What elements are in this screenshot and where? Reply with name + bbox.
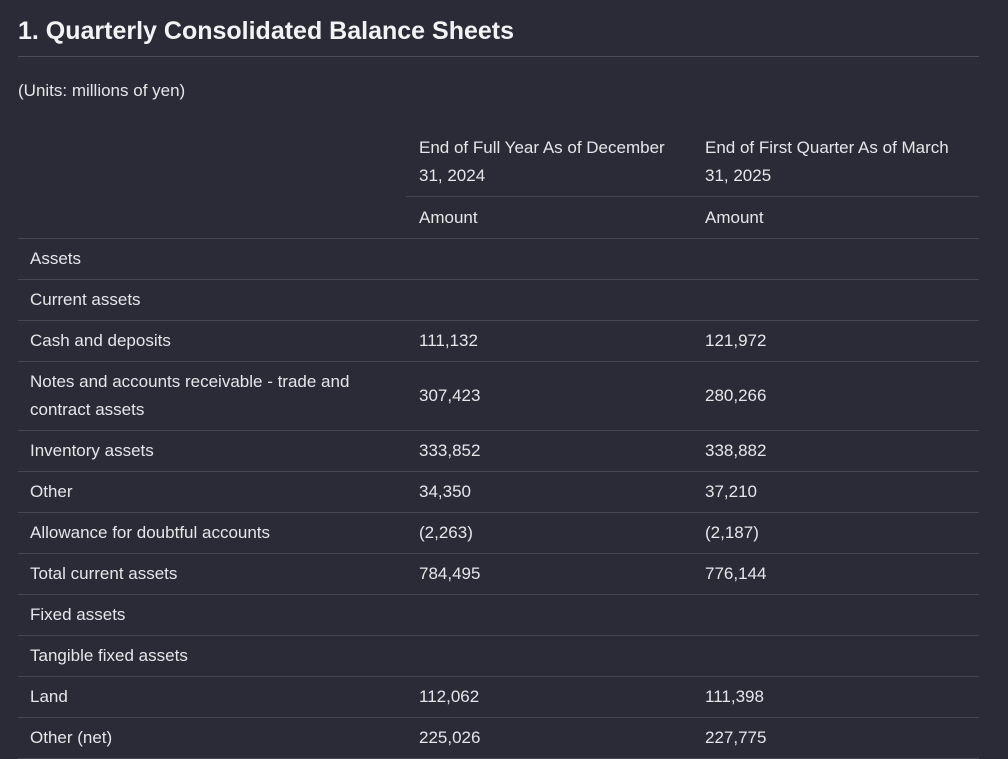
table-row: Other (net) 225,026 227,775 [18, 717, 979, 759]
row-label: Other (net) [18, 717, 406, 759]
row-value-2025: 37,210 [692, 471, 979, 513]
table-row: Cash and deposits 111,132 121,972 [18, 320, 979, 362]
header-blank [18, 128, 406, 197]
row-value-2024: 34,350 [406, 471, 692, 513]
row-value-2024 [406, 238, 692, 280]
table-row: Current assets [18, 279, 979, 321]
row-label: Tangible fixed assets [18, 635, 406, 677]
subheader-amount-2024: Amount [406, 196, 692, 239]
balance-sheet-table: End of Full Year As of December 31, 2024… [18, 128, 979, 759]
table-row: Allowance for doubtful accounts (2,263) (2… [18, 512, 979, 554]
row-value-2025: 227,775 [692, 717, 979, 759]
row-value-2025 [692, 594, 979, 636]
row-value-2024: 111,132 [406, 320, 692, 362]
table-body: Assets Current assets Cash and deposits 111… [18, 238, 979, 759]
column-header-2024: End of Full Year As of December 31, 2024 [406, 128, 692, 197]
column-header-2025: End of First Quarter As of March 31, 202… [692, 128, 979, 197]
table-row: Assets [18, 238, 979, 280]
row-label: Fixed assets [18, 594, 406, 636]
table-row: Inventory assets 333,852 338,882 [18, 430, 979, 472]
table-row: Notes and accounts receivable - trade an… [18, 361, 979, 431]
units-note: (Units: millions of yen) [18, 81, 186, 100]
table-row: Fixed assets [18, 594, 979, 636]
row-value-2025: 280,266 [692, 361, 979, 431]
table-subheader-row: Amount Amount [18, 196, 979, 239]
table-row: Land 112,062 111,398 [18, 676, 979, 718]
row-label: Allowance for doubtful accounts [18, 512, 406, 554]
row-value-2024: 225,026 [406, 717, 692, 759]
row-value-2024 [406, 635, 692, 677]
row-label: Assets [18, 238, 406, 280]
page-title: 1. Quarterly Consolidated Balance Sheets [18, 0, 979, 57]
row-value-2025: 121,972 [692, 320, 979, 362]
row-value-2025: 338,882 [692, 430, 979, 472]
row-label: Total current assets [18, 553, 406, 595]
table-row: Total current assets 784,495 776,144 [18, 553, 979, 595]
row-value-2024: 784,495 [406, 553, 692, 595]
table-header-row: End of Full Year As of December 31, 2024… [18, 128, 979, 197]
row-label: Land [18, 676, 406, 718]
row-value-2025 [692, 635, 979, 677]
row-value-2024: (2,263) [406, 512, 692, 554]
row-value-2024: 112,062 [406, 676, 692, 718]
row-value-2025 [692, 238, 979, 280]
row-value-2024: 307,423 [406, 361, 692, 431]
subheader-amount-2025: Amount [692, 196, 979, 239]
row-label: Other [18, 471, 406, 513]
row-value-2024 [406, 594, 692, 636]
row-value-2024: 333,852 [406, 430, 692, 472]
document-page: 1. Quarterly Consolidated Balance Sheets… [18, 0, 979, 101]
row-value-2025: (2,187) [692, 512, 979, 554]
row-label: Inventory assets [18, 430, 406, 472]
row-value-2025: 111,398 [692, 676, 979, 718]
row-label: Notes and accounts receivable - trade an… [18, 361, 406, 431]
row-value-2025 [692, 279, 979, 321]
table-row: Other 34,350 37,210 [18, 471, 979, 513]
row-value-2025: 776,144 [692, 553, 979, 595]
row-value-2024 [406, 279, 692, 321]
row-label: Current assets [18, 279, 406, 321]
table-row: Tangible fixed assets [18, 635, 979, 677]
subheader-blank [18, 196, 406, 239]
row-label: Cash and deposits [18, 320, 406, 362]
